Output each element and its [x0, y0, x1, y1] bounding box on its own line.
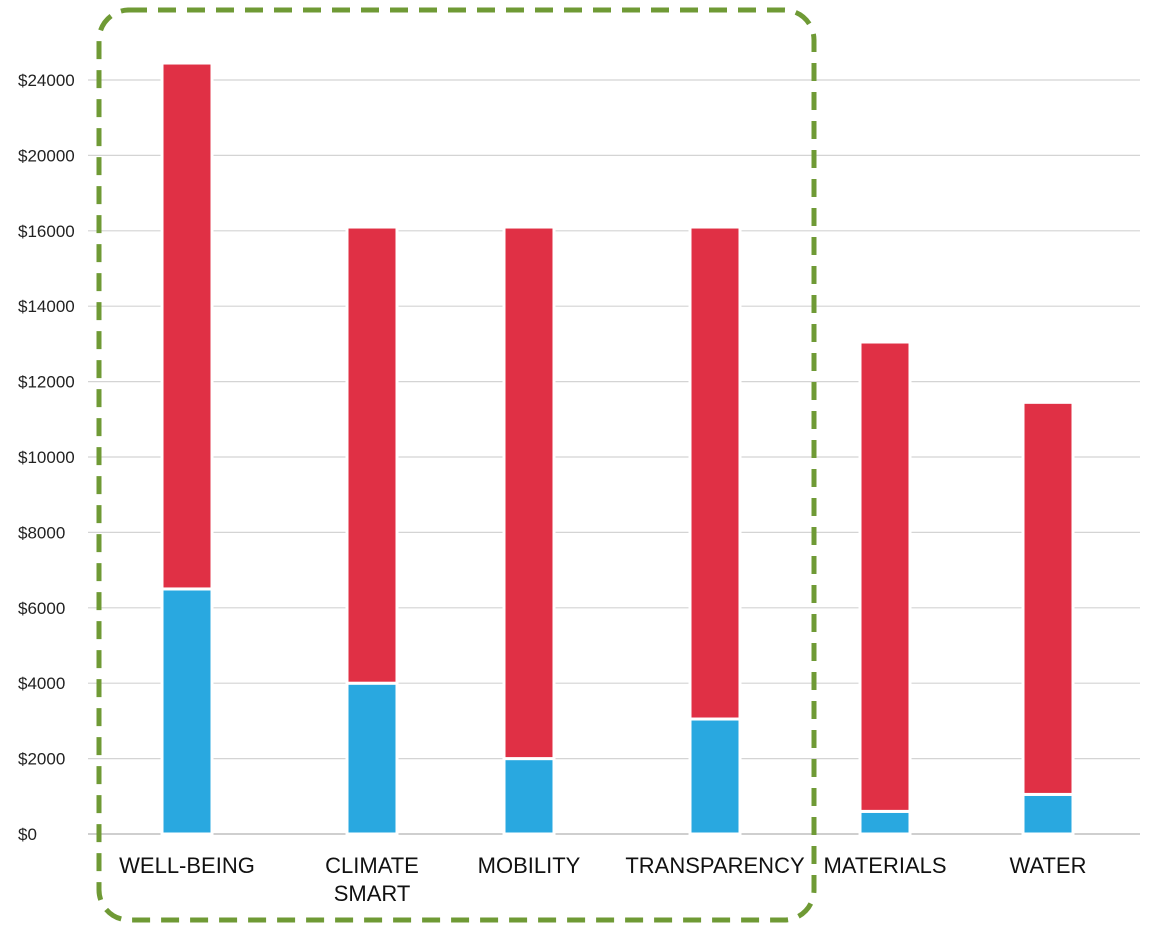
y-tick-label: $16000 — [18, 222, 75, 241]
x-tick-label: WELL-BEING — [119, 853, 255, 878]
x-axis-labels: WELL-BEING CLIMATE SMART MOBILITY TRANSPAREN… — [119, 853, 1086, 906]
bar-segment-blue — [1021, 792, 1075, 836]
bars — [160, 61, 1075, 836]
y-tick-label: $24000 — [18, 71, 75, 90]
highlight-box — [96, 7, 817, 923]
x-tick-label: TRANSPARENCY — [625, 853, 805, 878]
bar-segment-blue — [858, 809, 912, 836]
y-tick-label: $4000 — [18, 674, 65, 693]
bar-segment-blue — [502, 757, 556, 836]
y-tick-label: $12000 — [18, 373, 75, 392]
bar-segment-red — [688, 225, 742, 721]
bar-segment-red — [858, 340, 912, 813]
y-tick-label: $10000 — [18, 448, 75, 467]
y-tick-label: $0 — [18, 825, 37, 844]
y-tick-label: $8000 — [18, 523, 65, 542]
bar-segment-blue — [688, 717, 742, 836]
y-tick-label: $14000 — [18, 297, 75, 316]
bar-segment-red — [160, 61, 214, 591]
x-tick-label: MOBILITY — [478, 853, 581, 878]
x-tick-label: CLIMATE SMART — [325, 853, 419, 906]
gridlines — [88, 79, 1140, 835]
bar-segment-blue — [345, 681, 399, 836]
x-tick-label: MATERIALS — [823, 853, 946, 878]
y-axis-ticks: $0 $2000 $4000 $6000 $8000 $10000 $12000 $14000… — [18, 71, 75, 844]
bar-segment-red — [345, 225, 399, 685]
bar-segment-blue — [160, 587, 214, 836]
x-tick-label: WATER — [1010, 853, 1087, 878]
y-tick-label: $2000 — [18, 750, 65, 769]
y-tick-label: $6000 — [18, 599, 65, 618]
y-tick-label: $20000 — [18, 146, 75, 165]
bar-segment-red — [502, 225, 556, 761]
bar-segment-red — [1021, 400, 1075, 796]
